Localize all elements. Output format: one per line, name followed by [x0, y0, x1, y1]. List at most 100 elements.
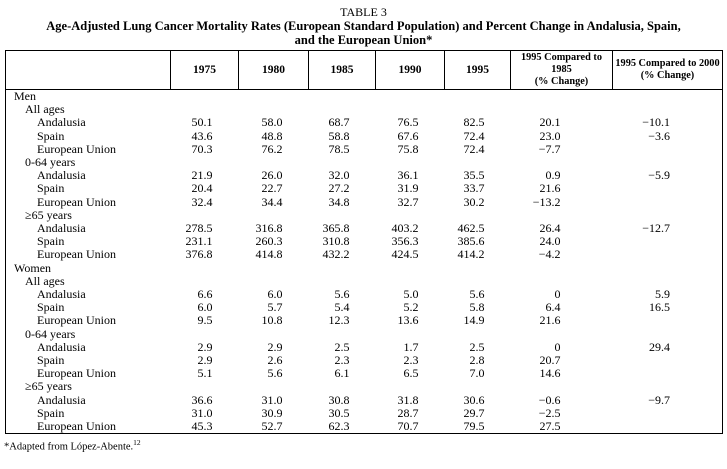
value-cell: [309, 262, 376, 275]
value-cell: 5.8: [469, 301, 485, 315]
value-cell: 26.0: [261, 169, 283, 183]
value-cell: [511, 156, 613, 169]
value-cell: [309, 328, 376, 341]
value-cell: 76.5: [397, 116, 419, 130]
value-cell: [613, 314, 723, 327]
value-cell: [239, 103, 309, 116]
value-cell: [239, 209, 309, 222]
table-row: European Union 376.8 414.8 432.2 424.5 414.2 −…: [6, 248, 723, 261]
value-cell: 31.8: [397, 393, 419, 407]
value-cell: 36.1: [397, 169, 419, 183]
value-cell: 2.8: [469, 354, 485, 368]
value-cell: 21.6: [539, 182, 561, 196]
value-cell: [171, 209, 239, 222]
value-cell: 22.7: [261, 182, 283, 196]
value-cell: −9.7: [648, 393, 670, 407]
value-cell: [239, 275, 309, 288]
value-cell: 278.5: [185, 222, 213, 236]
value-cell: [613, 90, 723, 104]
value-cell: 2.9: [197, 354, 213, 368]
value-cell: 32.0: [328, 169, 350, 183]
value-cell: 1.7: [403, 340, 419, 354]
column-header: 1990: [375, 50, 445, 90]
table-row: ≥65 years: [6, 380, 723, 393]
mortality-table: 1975 1980 1985 1990 1995 1995 Compared to 198…: [5, 50, 723, 435]
value-cell: 30.9: [261, 406, 283, 420]
value-cell: [613, 275, 723, 288]
value-cell: 231.1: [185, 235, 213, 249]
value-cell: 5.7: [267, 301, 283, 315]
value-cell: 14.9: [463, 314, 485, 328]
value-cell: [309, 380, 376, 393]
value-cell: [445, 262, 511, 275]
table-header-row: 1975 1980 1985 1990 1995 1995 Compared to 198…: [5, 50, 723, 90]
value-cell: 48.8: [261, 129, 283, 143]
row-label-cell: Women: [14, 261, 52, 275]
value-cell: 9.5: [197, 314, 213, 328]
row-label-cell: Spain: [37, 182, 65, 196]
value-cell: 2.9: [267, 340, 283, 354]
value-cell: 310.8: [322, 235, 350, 249]
table-row: 0-64 years: [6, 328, 723, 341]
row-label-cell: Andalusia: [37, 393, 86, 407]
table-row: Andalusia 36.6 31.0 30.8 31.8 30.6 −0.6 −9.7: [6, 394, 723, 407]
table-row: European Union 9.5 10.8 12.3 13.6 14.9 21.6: [6, 314, 723, 327]
value-cell: 2.5: [334, 340, 350, 354]
value-cell: 35.5: [463, 169, 485, 183]
value-cell: 6.5: [403, 367, 419, 381]
value-cell: 2.6: [267, 354, 283, 368]
footnote-text: *Adapted from López-Abente.: [4, 441, 134, 453]
value-cell: 33.7: [463, 182, 485, 196]
value-cell: 5.2: [403, 301, 419, 315]
value-cell: 36.6: [191, 393, 213, 407]
table-row: Andalusia 2.9 2.9 2.5 1.7 2.5 0 29.4: [6, 341, 723, 354]
row-label-column-header: [5, 50, 171, 90]
value-cell: 2.9: [197, 340, 213, 354]
row-label-cell: ≥65 years: [25, 380, 72, 394]
value-cell: 70.3: [191, 142, 213, 156]
table-row: Spain 231.1 260.3 310.8 356.3 385.6 24.0: [6, 235, 723, 248]
value-cell: 6.1: [334, 367, 350, 381]
value-cell: [376, 156, 445, 169]
value-cell: 30.5: [328, 406, 350, 420]
column-header: 1980: [238, 50, 309, 90]
table-row: All ages: [6, 103, 723, 116]
value-cell: [445, 103, 511, 116]
value-cell: 58.0: [261, 116, 283, 130]
row-label-cell: Andalusia: [37, 169, 86, 183]
value-cell: 6.0: [197, 301, 213, 315]
row-label-cell: Men: [14, 89, 36, 103]
value-cell: 82.5: [463, 116, 485, 130]
table-row: Men: [6, 90, 723, 104]
value-cell: 385.6: [457, 235, 485, 249]
value-cell: 356.3: [391, 235, 419, 249]
row-label-cell: European Union: [37, 314, 116, 328]
table-footnote: *Adapted from López-Abente.12: [4, 438, 727, 453]
value-cell: [445, 90, 511, 104]
value-cell: [376, 380, 445, 393]
value-cell: 5.0: [403, 288, 419, 302]
value-cell: 2.3: [334, 354, 350, 368]
table-row: ≥65 years: [6, 209, 723, 222]
value-cell: 28.7: [397, 406, 419, 420]
row-label-cell: 0-64 years: [25, 156, 76, 170]
value-cell: [376, 103, 445, 116]
value-cell: 26.4: [539, 222, 561, 236]
value-cell: 31.9: [397, 182, 419, 196]
value-cell: 30.6: [463, 393, 485, 407]
value-cell: 10.8: [261, 314, 283, 328]
value-cell: 72.4: [463, 142, 485, 156]
table-header: 1975 1980 1985 1990 1995 1995 Compared to 198…: [5, 50, 723, 90]
value-cell: [171, 275, 239, 288]
value-cell: [613, 196, 723, 209]
value-cell: 16.5: [649, 301, 670, 315]
value-cell: 31.0: [261, 393, 283, 407]
value-cell: −4.2: [538, 248, 561, 262]
row-label-cell: Spain: [37, 354, 65, 368]
value-cell: [171, 262, 239, 275]
value-cell: 20.1: [539, 116, 561, 130]
column-header: 1985: [308, 50, 376, 90]
value-cell: −7.7: [538, 142, 561, 156]
value-cell: 34.4: [261, 195, 283, 209]
